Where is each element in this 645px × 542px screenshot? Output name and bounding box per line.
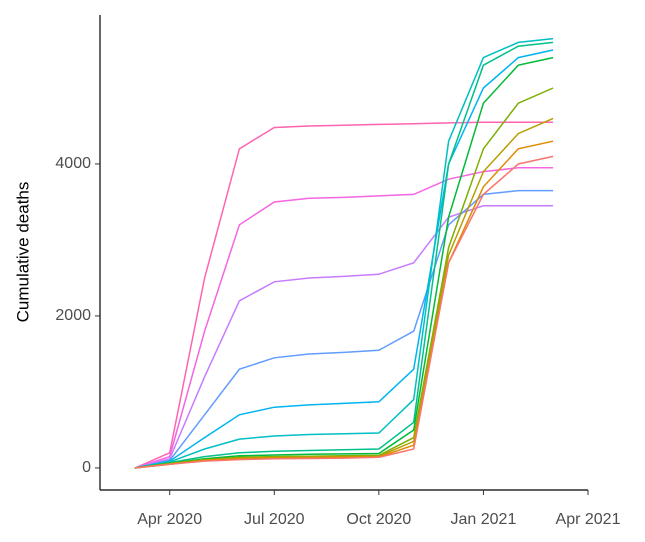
series-line	[134, 189, 554, 469]
x-tick-label: Apr 2021	[556, 511, 621, 528]
series-line	[134, 56, 554, 469]
y-tick-label: 0	[82, 459, 91, 476]
series-line	[134, 41, 554, 469]
series-line	[134, 155, 554, 469]
y-axis-label: Cumulative deaths	[13, 182, 32, 323]
series-line	[134, 49, 554, 469]
series-line	[134, 140, 554, 469]
y-tick-label: 4000	[55, 155, 91, 172]
series-line	[134, 37, 554, 469]
x-tick-label: Jan 2021	[451, 511, 517, 528]
x-tick-label: Jul 2020	[244, 511, 305, 528]
x-tick-label: Apr 2020	[137, 511, 202, 528]
series-line	[134, 121, 554, 469]
series-line	[134, 205, 554, 469]
y-tick-label: 2000	[55, 307, 91, 324]
x-tick-label: Oct 2020	[346, 511, 411, 528]
series-line	[134, 87, 554, 469]
